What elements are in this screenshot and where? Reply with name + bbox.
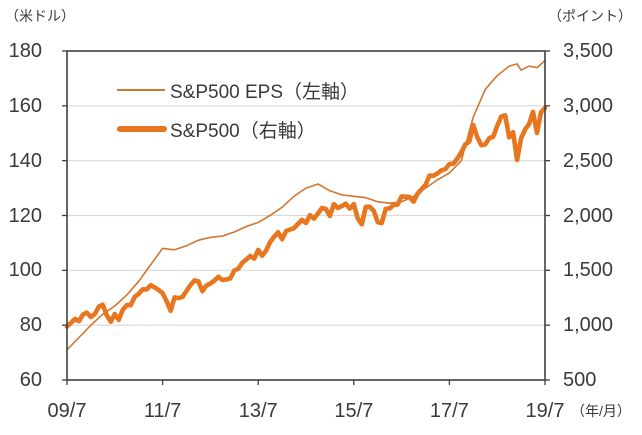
- legend-item-eps: S&P500 EPS（左軸）: [117, 79, 360, 103]
- left-axis-tick-label: 120: [8, 204, 42, 227]
- legend: S&P500 EPS（左軸） S&P500（右軸）: [117, 79, 360, 142]
- x-axis-tick-label: 11/7: [143, 400, 182, 422]
- x-axis-tick-label: 09/7: [47, 400, 87, 422]
- eps-line-swatch: [117, 89, 165, 91]
- right-axis-tick-label: 2,500: [563, 149, 614, 172]
- right-axis-unit-label: （ポイント）: [548, 8, 632, 24]
- legend-label-sp500: S&P500（右軸）: [170, 120, 316, 142]
- left-axis-tick-label: 100: [8, 259, 42, 282]
- sp500-line: [64, 105, 548, 329]
- left-axis-tick-label: 140: [8, 149, 42, 172]
- x-axis-tick-label: 19/7: [525, 400, 565, 422]
- right-axis-tick-label: 2,000: [563, 204, 614, 227]
- x-axis-unit-label: （年/月）: [571, 403, 631, 419]
- right-axis-tick-label: 1,500: [563, 259, 614, 282]
- right-axis-tick-label: 3,000: [563, 94, 614, 117]
- left-axis-unit-label: （米ドル）: [5, 8, 75, 24]
- eps-line: [66, 59, 546, 351]
- left-axis-tick-label: 80: [19, 314, 42, 337]
- x-axis-tick-label: 17/7: [429, 400, 469, 422]
- sp500-line-swatch: [117, 126, 167, 132]
- legend-label-eps: S&P500 EPS（左軸）: [170, 81, 360, 103]
- legend-item-sp500: S&P500（右軸）: [117, 118, 359, 142]
- x-axis-tick-label: 13/7: [238, 400, 278, 422]
- left-axis-tick-label: 160: [8, 94, 42, 117]
- right-axis-tick-label: 500: [563, 369, 597, 391]
- right-axis-tick-label: 1,000: [563, 314, 614, 337]
- left-axis-tick-label: 60: [19, 369, 42, 391]
- x-axis-tick-label: 15/7: [334, 400, 374, 422]
- left-axis-tick-label: 180: [8, 40, 42, 62]
- right-axis-tick-label: 3,500: [563, 40, 614, 62]
